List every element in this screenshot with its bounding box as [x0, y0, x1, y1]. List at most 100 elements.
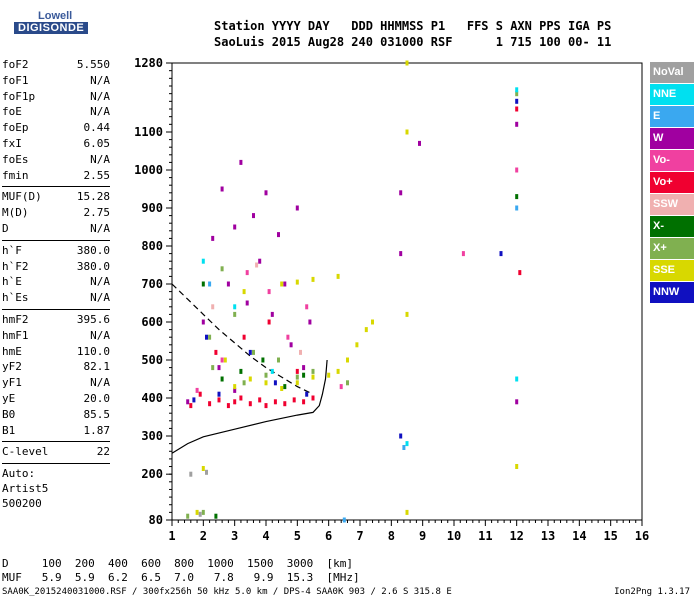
param-key: foF1p — [2, 89, 36, 103]
data-point — [189, 471, 193, 477]
param-row: foE N/A — [2, 104, 110, 120]
param-row: h`F 380.0 — [2, 243, 110, 259]
data-point — [255, 262, 259, 268]
legend-item: E — [650, 106, 694, 127]
y-tick-label: 800 — [141, 239, 163, 253]
data-point — [499, 251, 503, 257]
y-tick-label: 400 — [141, 391, 163, 405]
param-key: yE — [2, 391, 16, 405]
data-point — [311, 374, 315, 380]
footer-info: SAA0K_2015240031000.RSF / 300fx256h 50 k… — [2, 587, 452, 597]
data-point — [311, 276, 315, 282]
param-key: B1 — [2, 423, 16, 437]
y-tick-label: 500 — [141, 353, 163, 367]
param-row: M(D) 2.75 — [2, 205, 110, 221]
header-line-1: Station YYYY DAY DDD HHMMSS P1 FFS S AXN… — [214, 19, 612, 33]
data-point — [515, 205, 519, 211]
data-point — [515, 399, 519, 405]
data-point — [223, 357, 227, 363]
data-point — [273, 380, 277, 386]
param-row: foF2 5.550 — [2, 57, 110, 73]
data-point — [208, 281, 212, 287]
data-point — [277, 357, 280, 363]
param-separator — [2, 463, 110, 465]
param-value: 2.75 — [83, 206, 111, 220]
param-row: hmF2 395.6 — [2, 312, 110, 328]
data-point — [242, 380, 246, 386]
param-value: 82.1 — [83, 360, 111, 374]
x-tick-label: 2 — [200, 529, 207, 543]
x-tick-label: 3 — [231, 529, 238, 543]
param-row: h`E N/A — [2, 274, 110, 290]
param-key: B0 — [2, 407, 16, 421]
data-point — [295, 279, 299, 285]
data-point — [336, 273, 340, 279]
autoscaling-line: Auto: — [2, 467, 36, 481]
data-point — [201, 466, 205, 471]
param-value: N/A — [90, 152, 110, 166]
param-key: foE — [2, 105, 22, 119]
data-point — [515, 106, 519, 112]
data-point — [355, 342, 359, 348]
param-row: fmin 2.55 — [2, 168, 110, 184]
data-point — [211, 304, 215, 310]
x-tick-label: 14 — [572, 529, 586, 543]
param-row: h`F2 380.0 — [2, 259, 110, 275]
param-value: 22 — [96, 445, 110, 459]
data-point — [405, 441, 409, 447]
x-tick-label: 1 — [168, 529, 175, 543]
data-point — [239, 368, 243, 374]
y-tick-label: 700 — [141, 277, 163, 291]
autoscaling-line: 500200 — [2, 497, 42, 511]
x-tick-label: 9 — [419, 529, 426, 543]
param-row: D N/A — [2, 221, 110, 237]
autoscaling-line: Artist5 — [2, 482, 49, 496]
data-point — [515, 194, 519, 200]
legend-item: NNW — [650, 282, 694, 303]
data-point — [283, 401, 287, 407]
data-point — [289, 342, 293, 348]
data-point — [214, 513, 218, 519]
data-point — [302, 399, 306, 405]
param-value: N/A — [90, 291, 110, 305]
data-point — [220, 266, 224, 272]
x-tick-label: 6 — [325, 529, 332, 543]
data-point — [264, 403, 268, 409]
data-point — [258, 397, 262, 403]
data-point — [186, 513, 190, 519]
y-tick-label: 1000 — [134, 163, 163, 177]
legend-item: X- — [650, 216, 694, 237]
data-point — [283, 281, 287, 287]
data-point — [198, 511, 202, 517]
param-row: fxI 6.05 — [2, 136, 110, 152]
data-point — [248, 376, 252, 382]
data-point — [195, 509, 199, 515]
data-point — [192, 397, 196, 403]
param-row: MUF(D) 15.28 — [2, 189, 110, 205]
x-tick-label: 16 — [635, 529, 649, 543]
x-tick-label: 4 — [262, 529, 269, 543]
logo-badge: DIGISONDE — [14, 22, 89, 34]
legend-item: SSE — [650, 260, 694, 281]
distance-line: D 100 200 400 600 800 1000 1500 3000 [km… — [2, 557, 353, 570]
param-row: hmE 110.0 — [2, 344, 110, 360]
data-point — [295, 205, 299, 211]
data-point — [245, 300, 249, 306]
param-value: 6.05 — [83, 136, 111, 150]
data-point — [270, 368, 274, 374]
data-point — [208, 334, 212, 340]
data-point — [267, 319, 271, 325]
data-point — [515, 91, 519, 97]
dashed-model-curve — [171, 283, 314, 395]
data-point — [233, 399, 237, 405]
data-point — [399, 251, 403, 257]
data-point — [342, 517, 346, 523]
x-tick-label: 7 — [356, 529, 363, 543]
data-point — [402, 445, 406, 450]
data-point — [208, 401, 212, 407]
data-point — [305, 391, 309, 397]
param-separator — [2, 239, 110, 241]
data-point — [189, 403, 193, 409]
data-point — [346, 380, 349, 386]
param-separator — [2, 308, 110, 310]
